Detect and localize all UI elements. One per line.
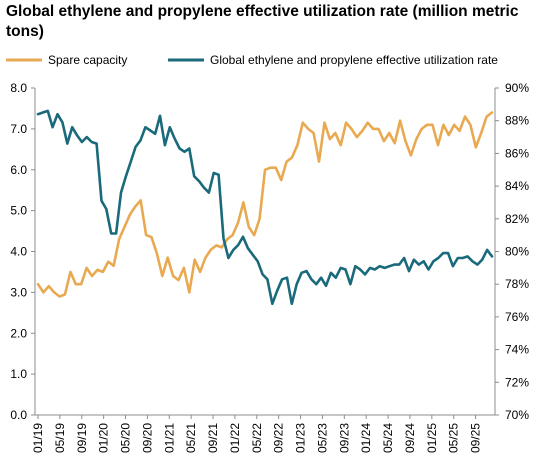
y-right-tick-label: 82% <box>505 212 529 226</box>
x-tick-label: 09/23 <box>337 423 351 453</box>
legend-label: Global ethylene and propylene effective … <box>210 53 498 67</box>
x-tick-label: 09/22 <box>272 423 286 453</box>
legend-label: Spare capacity <box>48 53 127 67</box>
x-tick-label: 01/25 <box>425 423 439 453</box>
y-right-tick-label: 78% <box>505 277 529 291</box>
x-tick-label: 01/21 <box>162 423 176 453</box>
y-right-tick-label: 76% <box>505 310 529 324</box>
y-left-tick-label: 7.0 <box>10 122 27 136</box>
x-tick-label: 01/24 <box>359 423 373 453</box>
y-left-tick-label: 3.0 <box>10 285 27 299</box>
utilization-rate-line <box>36 109 494 306</box>
x-tick-label: 01/20 <box>97 423 111 453</box>
x-tick-label: 01/19 <box>31 423 45 453</box>
x-tick-label: 05/20 <box>119 423 133 453</box>
y-left-tick-label: 2.0 <box>10 326 27 340</box>
x-tick-label: 01/23 <box>294 423 308 453</box>
y-left-tick-label: 5.0 <box>10 204 27 218</box>
y-left-tick-label: 8.0 <box>10 81 27 95</box>
x-tick-label: 05/19 <box>53 423 67 453</box>
y-right-tick-label: 74% <box>505 343 529 357</box>
x-tick-label: 09/21 <box>206 423 220 453</box>
y-right-tick-label: 72% <box>505 375 529 389</box>
y-left-tick-label: 4.0 <box>10 245 27 259</box>
spare-capacity-line <box>36 111 494 298</box>
y-right-tick-label: 80% <box>505 245 529 259</box>
x-tick-label: 05/25 <box>447 423 461 453</box>
y-left-tick-label: 0.0 <box>10 408 27 422</box>
x-tick-label: 09/24 <box>403 423 417 453</box>
y-right-tick-label: 90% <box>505 81 529 95</box>
y-right-tick-label: 86% <box>505 146 529 160</box>
x-tick-label: 05/24 <box>381 423 395 453</box>
y-right-tick-label: 88% <box>505 114 529 128</box>
y-right-tick-label: 84% <box>505 179 529 193</box>
x-tick-label: 05/22 <box>250 423 264 453</box>
x-tick-label: 09/20 <box>140 423 154 453</box>
y-left-tick-label: 6.0 <box>10 163 27 177</box>
chart-title: Global ethylene and propylene effective … <box>6 3 519 40</box>
x-tick-label: 09/19 <box>75 423 89 453</box>
x-tick-label: 05/21 <box>184 423 198 453</box>
x-tick-label: 05/23 <box>315 423 329 453</box>
y-left-tick-label: 1.0 <box>10 367 27 381</box>
y-right-tick-label: 70% <box>505 408 529 422</box>
x-tick-label: 09/25 <box>469 423 483 453</box>
x-tick-label: 01/22 <box>228 423 242 453</box>
